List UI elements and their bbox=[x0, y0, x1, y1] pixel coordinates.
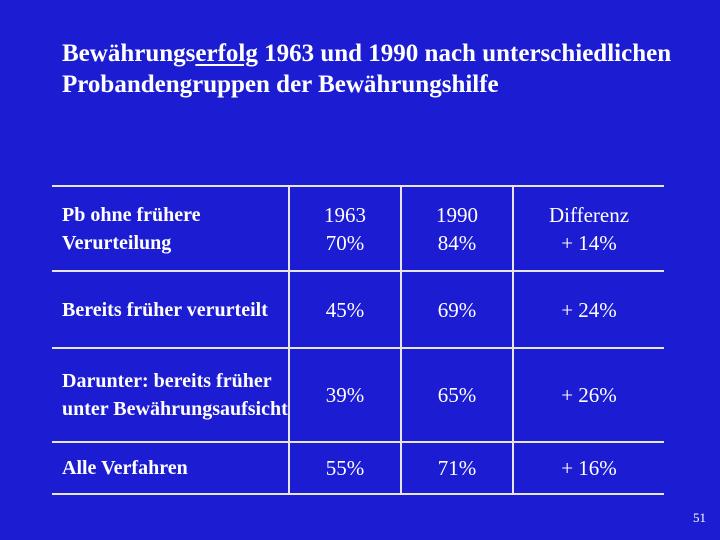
results-table: Pb ohne frühere Verurteilung 1963 70% 19… bbox=[52, 185, 664, 495]
value-diff: + 26% bbox=[561, 383, 617, 407]
header-1963: 1963 bbox=[324, 202, 366, 227]
cell-diff: + 16% bbox=[514, 443, 664, 493]
cell-1963: 1963 70% bbox=[290, 187, 402, 270]
value-1990: 84% bbox=[437, 230, 477, 255]
cell-1990: 69% bbox=[402, 272, 514, 347]
table-row: Bereits früher verurteilt 45% 69% + 24% bbox=[52, 272, 664, 349]
value-1963: 45% bbox=[325, 297, 365, 322]
cell-1963: 39% bbox=[290, 349, 402, 441]
row-label: Darunter: bereits früher unter Bewährung… bbox=[52, 349, 290, 441]
table-row: Darunter: bereits früher unter Bewährung… bbox=[52, 349, 664, 443]
value-1963: 55% bbox=[325, 456, 365, 480]
row-label: Alle Verfahren bbox=[52, 443, 290, 493]
row-label: Bereits früher verurteilt bbox=[52, 272, 290, 347]
cell-diff: Differenz + 14% bbox=[514, 187, 664, 270]
cell-1963: 55% bbox=[290, 443, 402, 493]
cell-1963: 45% bbox=[290, 272, 402, 347]
value-1990: 65% bbox=[437, 383, 477, 407]
cell-1990: 65% bbox=[402, 349, 514, 441]
cell-1990: 1990 84% bbox=[402, 187, 514, 270]
value-1990: 69% bbox=[437, 297, 477, 322]
table-row: Alle Verfahren 55% 71% + 16% bbox=[52, 443, 664, 495]
header-diff: Differenz bbox=[548, 202, 630, 227]
value-diff: + 16% bbox=[561, 456, 617, 480]
title-part-underlined: erfolg bbox=[195, 40, 258, 67]
cell-diff: + 24% bbox=[514, 272, 664, 347]
title-part-3: 1963 und 1990 nach unterschiedlichen Pro… bbox=[62, 40, 672, 98]
value-1963: 70% bbox=[325, 230, 365, 255]
value-1963: 39% bbox=[325, 383, 365, 407]
header-1990: 1990 bbox=[436, 202, 478, 227]
page-number: 51 bbox=[693, 510, 706, 525]
title-part-1: Bewährungs bbox=[62, 40, 196, 67]
slide-title: Bewährungserfolg 1963 und 1990 nach unte… bbox=[62, 38, 682, 100]
cell-1990: 71% bbox=[402, 443, 514, 493]
table-row: Pb ohne frühere Verurteilung 1963 70% 19… bbox=[52, 187, 664, 272]
cell-diff: + 26% bbox=[514, 349, 664, 441]
value-diff: + 24% bbox=[561, 297, 617, 322]
value-diff: + 14% bbox=[561, 230, 617, 255]
value-1990: 71% bbox=[437, 456, 477, 480]
row-label: Pb ohne frühere Verurteilung bbox=[52, 187, 290, 270]
